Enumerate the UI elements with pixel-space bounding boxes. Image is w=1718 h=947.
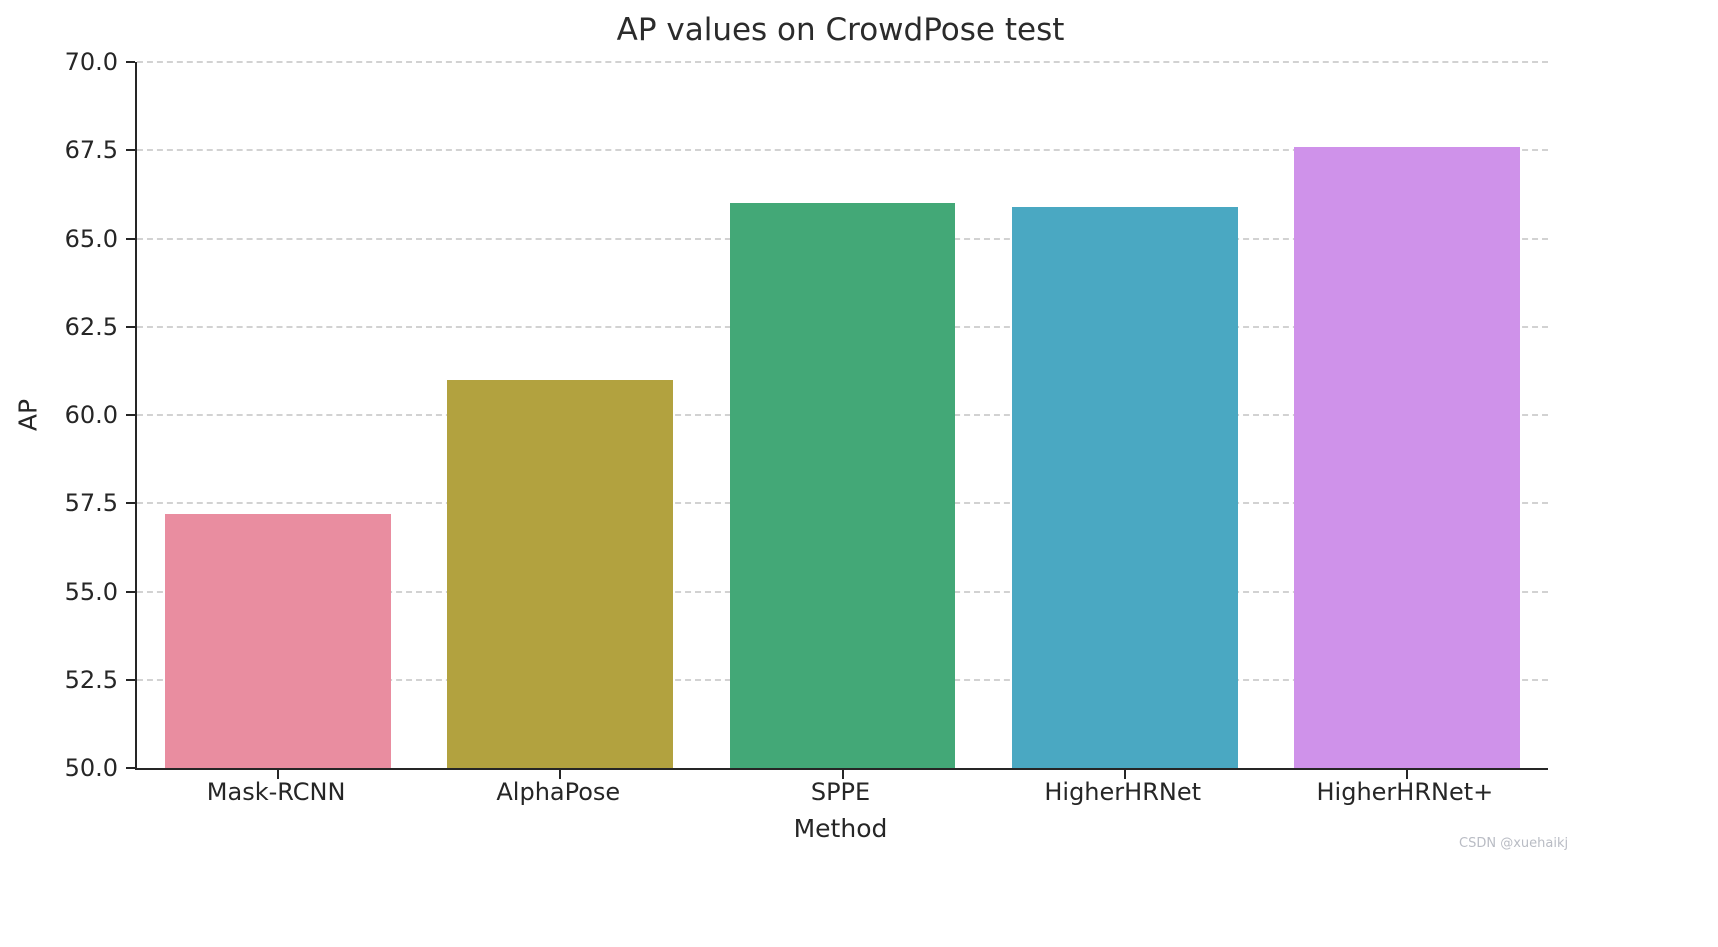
x-tick-mark [841, 770, 844, 779]
y-tick-mark [126, 61, 135, 63]
y-tick-mark [126, 767, 135, 769]
gridline [137, 61, 1548, 63]
x-tick-mark [559, 770, 562, 779]
y-tick-label: 52.5 [64, 665, 118, 694]
bar [165, 513, 391, 768]
bar [729, 203, 956, 768]
y-tick-label: 60.0 [64, 401, 118, 429]
y-tick-label: 50.0 [64, 754, 118, 782]
y-tick-mark [126, 414, 135, 416]
y-tick-label: 65.0 [64, 224, 118, 253]
x-tick-label: Mask-RCNN [206, 778, 346, 806]
y-tick-mark [126, 678, 135, 681]
x-axis-label: Method [793, 814, 888, 843]
x-tick-label: AlphaPose [496, 778, 621, 806]
y-tick-mark [126, 237, 135, 240]
x-tick-label: HigherHRNet [1044, 778, 1202, 806]
x-tick-mark [1123, 770, 1126, 779]
chart-title: AP values on CrowdPose test [616, 12, 1065, 48]
bar [447, 379, 674, 768]
x-tick-label: SPPE [810, 778, 871, 806]
gridline [137, 149, 1548, 152]
watermark: CSDN @xuehaikj [1459, 836, 1569, 851]
y-tick-label: 62.5 [64, 312, 118, 341]
y-tick-label: 57.5 [64, 489, 118, 518]
y-tick-label: 70.0 [64, 48, 118, 76]
y-tick-label: 67.5 [64, 136, 118, 165]
plot-area [126, 61, 1548, 779]
bar [1294, 146, 1520, 768]
x-tick-label: HigherHRNet+ [1316, 778, 1494, 806]
y-tick-mark [126, 590, 135, 593]
y-tick-mark [126, 149, 135, 152]
x-tick-mark [1405, 770, 1408, 779]
y-tick-mark [126, 325, 135, 328]
y-tick-label: 55.0 [64, 577, 118, 606]
bar [1011, 206, 1238, 768]
y-tick-mark [126, 502, 135, 505]
x-tick-mark [277, 770, 280, 779]
